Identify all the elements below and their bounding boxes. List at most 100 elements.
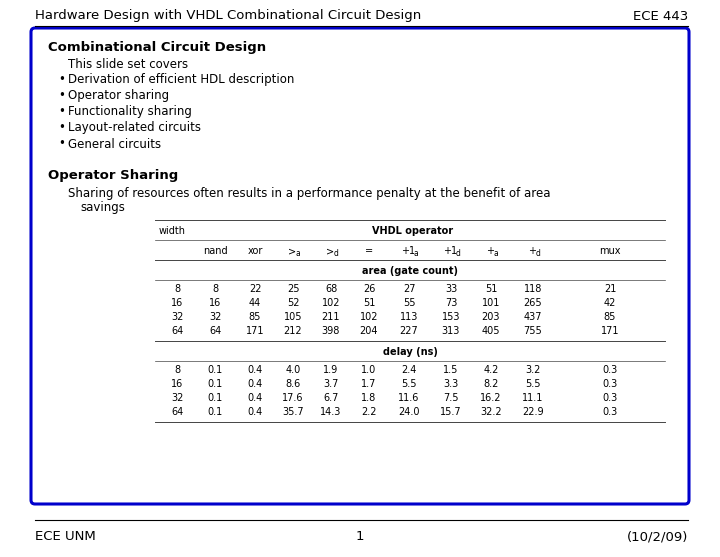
Text: 32: 32 xyxy=(209,312,221,322)
Text: •: • xyxy=(58,105,65,119)
Text: 0.3: 0.3 xyxy=(603,407,618,417)
Text: 0.1: 0.1 xyxy=(207,393,222,403)
Text: (10/2/09): (10/2/09) xyxy=(626,530,688,544)
Text: 68: 68 xyxy=(325,284,337,294)
Text: 1: 1 xyxy=(356,530,364,544)
Text: 0.4: 0.4 xyxy=(248,393,263,403)
Text: 313: 313 xyxy=(442,326,460,336)
Text: 85: 85 xyxy=(249,312,261,322)
Text: 22: 22 xyxy=(248,284,261,294)
Text: •: • xyxy=(58,74,65,86)
Text: 0.1: 0.1 xyxy=(207,379,222,389)
Text: 171: 171 xyxy=(600,326,619,336)
Text: +: + xyxy=(486,246,494,256)
Text: 25: 25 xyxy=(287,284,300,294)
Text: 33: 33 xyxy=(445,284,457,294)
Text: 27: 27 xyxy=(402,284,415,294)
Text: 6.7: 6.7 xyxy=(323,393,338,403)
Text: nand: nand xyxy=(203,246,228,256)
Text: •: • xyxy=(58,121,65,134)
Text: 3.2: 3.2 xyxy=(526,365,541,375)
Text: 8.2: 8.2 xyxy=(483,379,499,389)
Text: 55: 55 xyxy=(402,298,415,308)
Text: 21: 21 xyxy=(604,284,616,294)
Text: 1.0: 1.0 xyxy=(361,365,377,375)
Text: 153: 153 xyxy=(442,312,460,322)
Text: savings: savings xyxy=(80,202,125,214)
Text: 64: 64 xyxy=(209,326,221,336)
Text: 11.6: 11.6 xyxy=(398,393,420,403)
Text: mux: mux xyxy=(599,246,621,256)
FancyBboxPatch shape xyxy=(31,28,689,504)
Text: 1.8: 1.8 xyxy=(361,393,377,403)
Text: 32: 32 xyxy=(171,393,183,403)
Text: 64: 64 xyxy=(171,407,183,417)
Text: 203: 203 xyxy=(482,312,500,322)
Text: 16: 16 xyxy=(171,298,183,308)
Text: 15.7: 15.7 xyxy=(440,407,462,417)
Text: 118: 118 xyxy=(524,284,542,294)
Text: 22.9: 22.9 xyxy=(522,407,544,417)
Text: 105: 105 xyxy=(284,312,302,322)
Text: VHDL operator: VHDL operator xyxy=(372,226,454,236)
Text: Derivation of efficient HDL description: Derivation of efficient HDL description xyxy=(68,74,294,86)
Text: 4.0: 4.0 xyxy=(285,365,301,375)
Text: 398: 398 xyxy=(322,326,340,336)
Text: =: = xyxy=(365,246,373,256)
Text: 0.4: 0.4 xyxy=(248,365,263,375)
Text: area (gate count): area (gate count) xyxy=(362,266,458,276)
Text: d: d xyxy=(333,248,338,257)
Text: 211: 211 xyxy=(322,312,341,322)
Text: 0.4: 0.4 xyxy=(248,407,263,417)
Text: d: d xyxy=(535,248,540,257)
Text: xor: xor xyxy=(247,246,263,256)
Text: 0.3: 0.3 xyxy=(603,393,618,403)
Text: +: + xyxy=(528,246,536,256)
Text: 1.5: 1.5 xyxy=(444,365,459,375)
Text: Layout-related circuits: Layout-related circuits xyxy=(68,121,201,134)
Text: 227: 227 xyxy=(400,326,418,336)
Text: 3.3: 3.3 xyxy=(444,379,459,389)
Text: 405: 405 xyxy=(482,326,500,336)
Text: 2.2: 2.2 xyxy=(361,407,377,417)
Text: 32: 32 xyxy=(171,312,183,322)
Text: This slide set covers: This slide set covers xyxy=(68,57,188,71)
Text: 113: 113 xyxy=(400,312,418,322)
Text: 8: 8 xyxy=(174,284,180,294)
Text: +1: +1 xyxy=(443,246,457,256)
Text: 7.5: 7.5 xyxy=(444,393,459,403)
Text: >: > xyxy=(288,246,296,256)
Text: 44: 44 xyxy=(249,298,261,308)
Text: 5.5: 5.5 xyxy=(401,379,417,389)
Text: 5.5: 5.5 xyxy=(526,379,541,389)
Text: a: a xyxy=(295,248,300,257)
Text: d: d xyxy=(455,248,460,257)
Text: 16: 16 xyxy=(171,379,183,389)
Text: 8: 8 xyxy=(212,284,218,294)
Text: a: a xyxy=(413,248,418,257)
Text: >: > xyxy=(326,246,334,256)
Text: 2.4: 2.4 xyxy=(401,365,417,375)
Text: 85: 85 xyxy=(604,312,616,322)
Text: 32.2: 32.2 xyxy=(480,407,502,417)
Text: 0.1: 0.1 xyxy=(207,407,222,417)
Text: 102: 102 xyxy=(322,298,341,308)
Text: Operator Sharing: Operator Sharing xyxy=(48,169,179,182)
Text: 437: 437 xyxy=(523,312,542,322)
Text: 16.2: 16.2 xyxy=(480,393,502,403)
Text: 212: 212 xyxy=(284,326,302,336)
Text: 51: 51 xyxy=(485,284,498,294)
Text: 0.4: 0.4 xyxy=(248,379,263,389)
Text: 755: 755 xyxy=(523,326,542,336)
Text: Combinational Circuit Design: Combinational Circuit Design xyxy=(48,42,266,55)
Text: width: width xyxy=(159,226,186,236)
Text: +1: +1 xyxy=(401,246,415,256)
Text: 14.3: 14.3 xyxy=(320,407,342,417)
Text: ECE 443: ECE 443 xyxy=(633,9,688,22)
Text: 0.3: 0.3 xyxy=(603,379,618,389)
Text: 0.1: 0.1 xyxy=(207,365,222,375)
Text: Operator sharing: Operator sharing xyxy=(68,90,169,102)
Text: •: • xyxy=(58,90,65,102)
Text: 4.2: 4.2 xyxy=(483,365,499,375)
Text: 52: 52 xyxy=(287,298,300,308)
